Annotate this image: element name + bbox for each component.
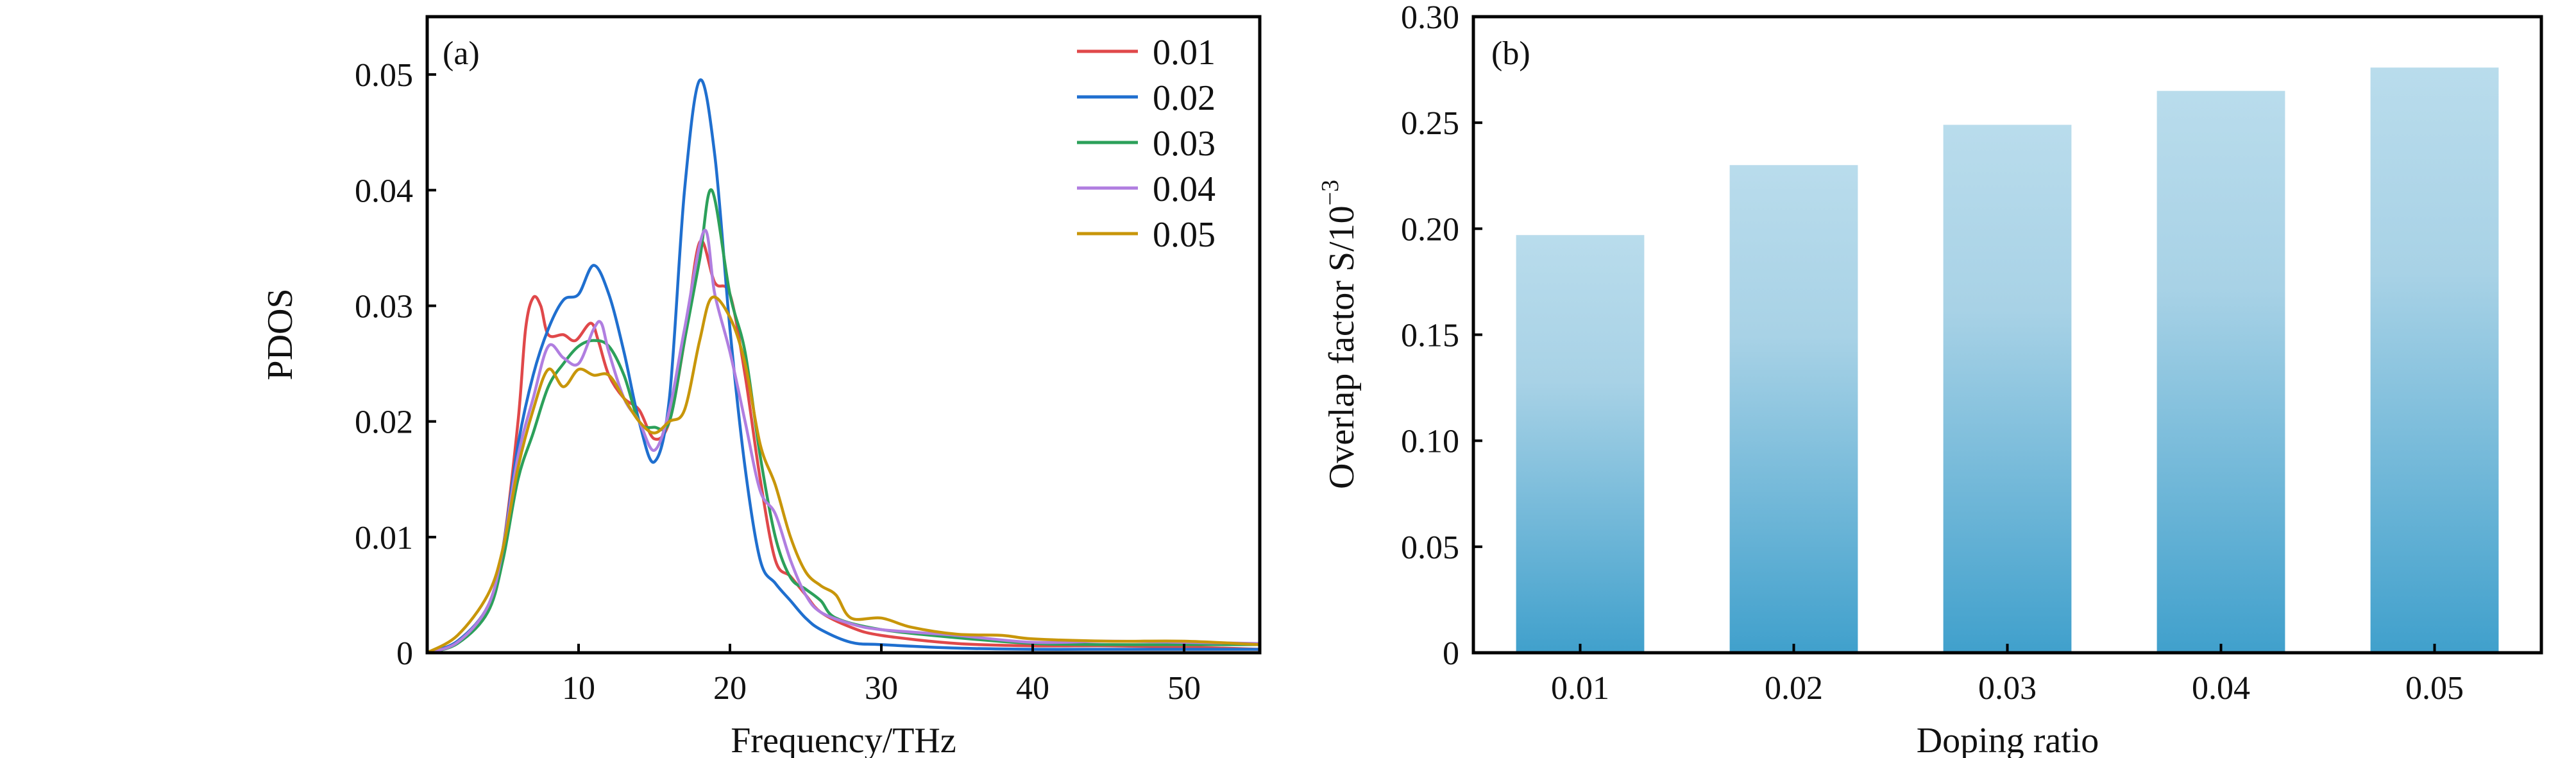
- x-tick-label-b: 0.01: [1551, 670, 1609, 707]
- y-tick-label-b: 0: [1443, 635, 1459, 672]
- y-axis-label-a: PDOS: [260, 288, 300, 380]
- x-tick-label-b: 0.05: [2405, 670, 2464, 707]
- x-tick-label-b: 0.03: [1978, 670, 2037, 707]
- y-tick-label-a: 0.04: [355, 173, 413, 209]
- series-line-0.03: [427, 188, 1260, 653]
- bar-0.04: [2157, 90, 2285, 653]
- y-tick-label-a: 0.01: [355, 520, 413, 556]
- panel-b: 0.01 0.02 0.03 0.04 0.05 0 0.05 0.10 0.15 0.20 0.2…: [1317, 0, 2543, 758]
- x-axis-label-a: Frequency/THz: [731, 721, 956, 758]
- series-line-0.01: [427, 239, 1260, 653]
- legend-label-0.02: 0.02: [1153, 78, 1216, 118]
- bar-0.01: [1516, 235, 1645, 653]
- legend: 0.01 0.02 0.03 0.04 0.05: [1077, 33, 1216, 255]
- y-tick-label-b: 0.30: [1401, 0, 1459, 36]
- y-tick-label-b: 0.15: [1401, 318, 1459, 354]
- legend-label-0.05: 0.05: [1153, 215, 1216, 255]
- bar-0.02: [1729, 165, 1858, 653]
- series-line-0.02: [427, 78, 1260, 653]
- panel-a-label: (a): [443, 35, 480, 72]
- panel-a: 10 20 30 40 50 0 0.01 0.02 0.03 0.04 0.05 (a) Freq…: [260, 15, 1262, 758]
- y-tick-label-a: 0: [396, 635, 413, 672]
- bar-0.05: [2370, 67, 2499, 653]
- y-tick-label-b: 0.20: [1401, 211, 1459, 248]
- y-tick-label-b: 0.10: [1401, 424, 1459, 460]
- y-tick-label-b: 0.25: [1401, 105, 1459, 142]
- panel-b-ticks: 0.01 0.02 0.03 0.04 0.05 0 0.05 0.10 0.15 0.20 0.2…: [1401, 0, 2464, 707]
- legend-label-0.01: 0.01: [1153, 33, 1216, 73]
- overlap-bars: [1516, 67, 2499, 653]
- bar-0.03: [1943, 125, 2072, 653]
- x-tick-label-a: 10: [562, 670, 595, 707]
- y-axis-label-b-text: Overlap factor S/10: [1322, 205, 1362, 489]
- x-tick-label-b: 0.02: [1765, 670, 1823, 707]
- x-tick-label-b: 0.04: [2192, 670, 2250, 707]
- x-tick-label-a: 30: [865, 670, 898, 707]
- panel-a-ticks: 10 20 30 40 50 0 0.01 0.02 0.03 0.04 0.05: [355, 57, 1201, 707]
- y-tick-label-a: 0.03: [355, 288, 413, 325]
- y-axis-label-b: Overlap factor S/10−3: [1317, 180, 1362, 489]
- x-axis-label-b: Doping ratio: [1917, 721, 2099, 758]
- panel-b-label: (b): [1491, 35, 1530, 72]
- legend-label-0.03: 0.03: [1153, 124, 1216, 164]
- x-tick-label-a: 40: [1016, 670, 1049, 707]
- legend-label-0.04: 0.04: [1153, 169, 1216, 209]
- x-tick-label-a: 50: [1167, 670, 1201, 707]
- panel-a-frame: [425, 15, 1262, 655]
- y-tick-label-b: 0.05: [1401, 530, 1459, 566]
- pdos-lines: [427, 78, 1260, 653]
- x-tick-label-a: 20: [713, 670, 747, 707]
- y-axis-label-b-exponent: −3: [1317, 180, 1344, 205]
- series-line-0.04: [427, 228, 1260, 653]
- y-tick-label-a: 0.02: [355, 404, 413, 441]
- y-tick-label-a: 0.05: [355, 57, 413, 94]
- series-line-0.05: [427, 295, 1260, 653]
